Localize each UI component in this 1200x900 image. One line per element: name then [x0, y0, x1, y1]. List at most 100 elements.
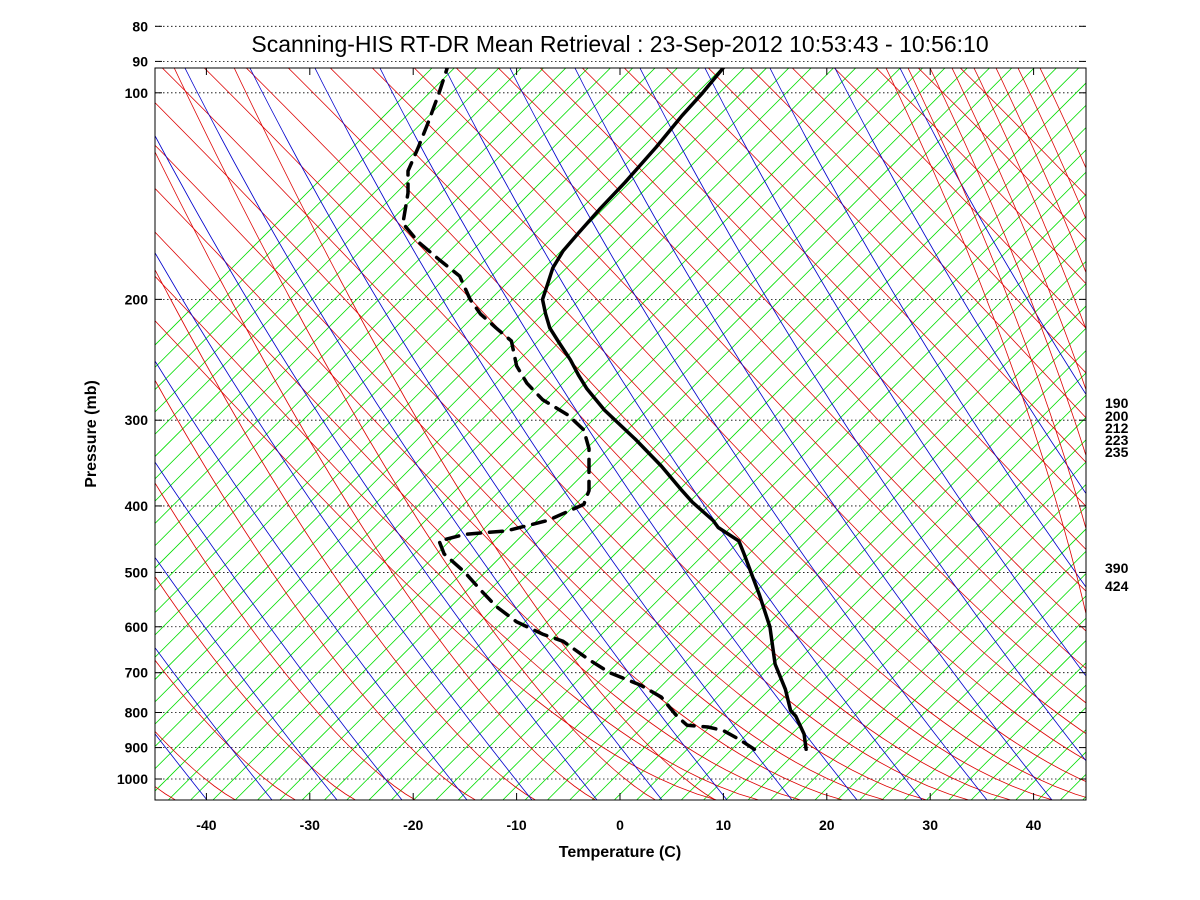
- dry-adiabat: [155, 144, 887, 800]
- isotherm: [155, 68, 879, 792]
- isotherm: [155, 68, 656, 569]
- x-tick-label: 30: [922, 817, 938, 833]
- isotherm: [770, 483, 1086, 800]
- dry-adiabat: [707, 68, 1086, 463]
- isotherm: [324, 68, 1057, 800]
- dry-adiabat: [155, 482, 417, 800]
- isotherm: [155, 68, 500, 413]
- moist-adiabat: [155, 134, 598, 800]
- isotherm: [703, 416, 1086, 800]
- y-ticks: 5060708090100200300400500600700800900100…: [117, 18, 1086, 787]
- dry-adiabat: [155, 275, 761, 800]
- isotherm: [155, 68, 478, 391]
- x-tick-label: -30: [300, 817, 320, 833]
- dry-adiabat: [749, 68, 1086, 419]
- moist-adiabat: [155, 647, 273, 800]
- dry-adiabat: [155, 320, 719, 800]
- chart-title: Scanning-HIS RT-DR Mean Retrieval : 23-S…: [251, 31, 988, 57]
- dry-adiabat: [155, 187, 845, 800]
- dewpoint-profile-line: [401, 68, 757, 752]
- isotherm: [658, 372, 1086, 800]
- dry-adiabat: [287, 68, 1086, 798]
- right-label: 200: [1105, 408, 1129, 424]
- dry-adiabat: [907, 68, 1086, 531]
- y-tick-label: 900: [125, 740, 149, 756]
- isotherm: [155, 68, 812, 725]
- y-tick-label: 400: [125, 498, 149, 514]
- sounding-profiles: [401, 68, 808, 752]
- isotherm: [301, 68, 1035, 800]
- x-tick-label: 0: [616, 817, 624, 833]
- isotherm: [480, 193, 1086, 800]
- isotherm: [524, 238, 1086, 800]
- isotherm: [636, 350, 1086, 800]
- isotherm: [155, 68, 857, 770]
- x-tick-label: 20: [819, 817, 835, 833]
- isotherm: [155, 68, 545, 458]
- dry-adiabat: [917, 68, 1086, 241]
- isotherm: [155, 68, 701, 614]
- y-tick-label: 100: [125, 85, 149, 101]
- dry-adiabat: [245, 68, 1055, 800]
- moist-adiabat: [155, 251, 533, 800]
- dry-adiabat: [155, 268, 537, 800]
- isotherm: [591, 305, 1086, 800]
- isotherm: [212, 68, 946, 800]
- isotherm: [190, 68, 924, 800]
- dry-adiabat: [497, 68, 1086, 670]
- isotherm: [435, 149, 1086, 800]
- background-lines: [155, 68, 1086, 800]
- dry-adiabat: [1017, 68, 1086, 221]
- isotherm: [725, 439, 1086, 800]
- moist-adiabat: [639, 68, 1086, 762]
- dry-adiabat: [173, 68, 657, 800]
- isotherm: [903, 617, 1086, 800]
- temperature-profile-line: [540, 68, 808, 752]
- isotherm: [155, 68, 567, 480]
- isotherm: [155, 68, 678, 591]
- x-tick-label: 40: [1026, 817, 1042, 833]
- isotherm: [859, 573, 1086, 800]
- isotherm: [155, 68, 522, 435]
- isotherm: [792, 506, 1086, 800]
- dry-adiabat: [951, 68, 1086, 391]
- moist-adiabat: [574, 68, 1053, 800]
- moist-adiabat: [444, 68, 923, 800]
- dry-adiabat: [455, 68, 1086, 704]
- y-tick-label: 700: [125, 665, 149, 681]
- dry-adiabat: [791, 68, 1086, 374]
- dry-adiabat: [885, 68, 1086, 616]
- isotherm: [155, 68, 745, 658]
- y-tick-label: 90: [132, 53, 148, 69]
- dry-adiabat: [623, 68, 1086, 550]
- dry-adiabat: [155, 659, 297, 800]
- isotherm: [614, 327, 1086, 800]
- dry-adiabat: [329, 68, 1086, 782]
- x-tick-label: -20: [403, 817, 423, 833]
- dry-adiabat: [413, 68, 1086, 735]
- moist-adiabat: [769, 68, 1086, 588]
- moist-adiabat: [155, 556, 338, 800]
- right-label: 190: [1105, 395, 1129, 411]
- moist-adiabat: [834, 68, 1086, 495]
- dry-adiabat: [155, 575, 357, 800]
- dry-adiabat: [233, 68, 717, 800]
- y-tick-label: 800: [125, 705, 149, 721]
- moist-adiabat: [155, 461, 403, 800]
- dry-adiabat: [155, 102, 929, 800]
- dry-adiabat: [973, 68, 1086, 331]
- dry-adiabat: [959, 68, 1086, 197]
- y-tick-label: 1000: [117, 771, 148, 787]
- isotherm: [155, 68, 589, 502]
- x-tick-label: -40: [196, 817, 216, 833]
- isotherm: [368, 82, 1086, 800]
- isotherm: [680, 394, 1086, 800]
- dry-adiabat: [371, 68, 1086, 761]
- y-tick-label: 80: [132, 18, 148, 34]
- isotherm: [502, 216, 1086, 800]
- isotherm: [155, 68, 790, 703]
- moist-adiabat: [899, 68, 1086, 396]
- dry-adiabat: [155, 379, 477, 800]
